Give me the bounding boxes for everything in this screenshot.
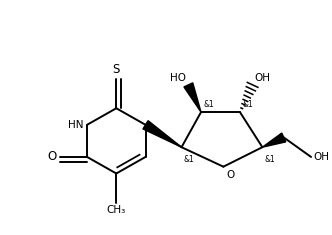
Text: OH: OH — [255, 73, 271, 83]
Text: O: O — [226, 170, 235, 180]
Text: &1: &1 — [184, 155, 194, 164]
Text: S: S — [113, 63, 120, 76]
Text: OH: OH — [313, 152, 329, 162]
Text: HO: HO — [170, 73, 186, 83]
Text: CH₃: CH₃ — [107, 205, 126, 215]
Polygon shape — [262, 133, 286, 147]
Polygon shape — [143, 121, 182, 147]
Text: O: O — [48, 150, 57, 163]
Polygon shape — [184, 83, 201, 112]
Text: &1: &1 — [243, 100, 254, 109]
Text: &1: &1 — [204, 100, 215, 109]
Text: &1: &1 — [264, 155, 275, 164]
Text: HN: HN — [68, 120, 83, 130]
